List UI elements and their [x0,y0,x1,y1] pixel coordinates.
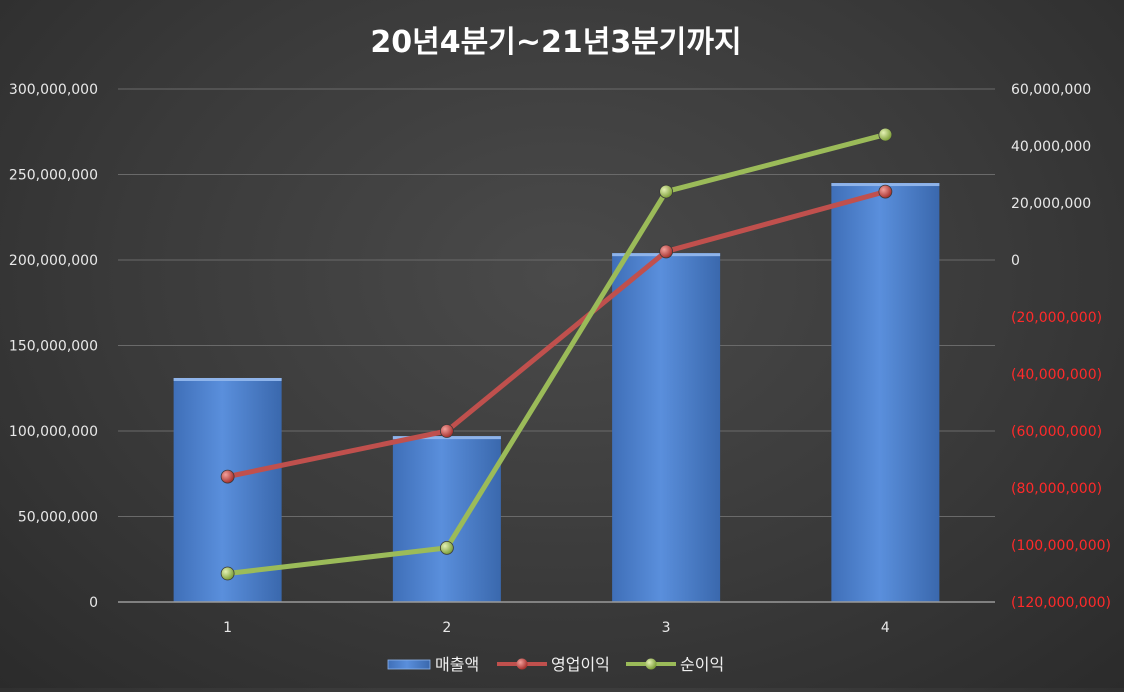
line-순이익 [225,132,888,576]
right-axis-tick-label: 60,000,000 [1011,82,1091,98]
point-순이익 [439,540,454,555]
point-영업이익 [439,424,454,438]
point-순이익 [659,184,674,199]
axes: 0 50,000,000 100,000,000 150,000,000 200,000… [9,82,1111,636]
left-axis-tick-label: 50,000,000 [18,510,98,526]
point-영업이익 [659,244,674,259]
legend: 매출액 영업이익 순이익 [387,655,724,674]
bar-매출액 [612,253,721,602]
x-axis-tick-label: 3 [662,620,671,636]
legend-label: 순이익 [680,655,724,674]
right-axis-tick-label: (60,000,000) [1011,424,1102,440]
left-axis-tick-label: 0 [89,595,98,611]
point-영업이익 [220,469,235,484]
bar-top-highlight [173,377,282,381]
legend-label: 매출액 [435,655,479,674]
legend-swatch-marker [645,658,657,670]
left-axis-tick-label: 300,000,000 [9,82,98,98]
legend-label: 영업이익 [551,655,610,674]
bar-top-highlight [831,183,940,187]
x-axis-tick-label: 2 [442,620,451,636]
legend-swatch-bar [387,659,431,670]
bar-매출액 [831,183,940,603]
bar-매출액 [173,377,282,602]
chart-title: 20년4분기~21년3분기까지 [370,25,741,60]
left-axis-tick-label: 100,000,000 [9,424,98,440]
left-axis-tick-label: 150,000,000 [9,339,98,355]
left-axis-tick-label: 200,000,000 [9,253,98,269]
bar-series [173,183,940,603]
right-axis-tick-label: 0 [1011,253,1020,269]
right-axis-tick-label: (100,000,000) [1011,538,1111,554]
line-series [220,127,893,581]
right-axis-tick-label: (20,000,000) [1011,310,1102,326]
point-순이익 [220,566,235,581]
right-axis-tick-label: (80,000,000) [1011,481,1102,497]
right-axis-tick-label: (120,000,000) [1011,595,1111,611]
right-axis-tick-label: (40,000,000) [1011,367,1102,383]
left-axis-tick-label: 250,000,000 [9,168,98,184]
right-axis-tick-label: 20,000,000 [1011,196,1091,212]
x-axis-tick-label: 4 [881,620,890,636]
point-영업이익 [878,184,893,199]
point-순이익 [878,127,893,142]
right-axis-tick-label: 40,000,000 [1011,139,1091,155]
legend-swatch-marker [516,658,528,670]
line-영업이익 [225,189,888,480]
x-axis-tick-label: 1 [223,620,232,636]
bar-매출액 [392,436,501,602]
